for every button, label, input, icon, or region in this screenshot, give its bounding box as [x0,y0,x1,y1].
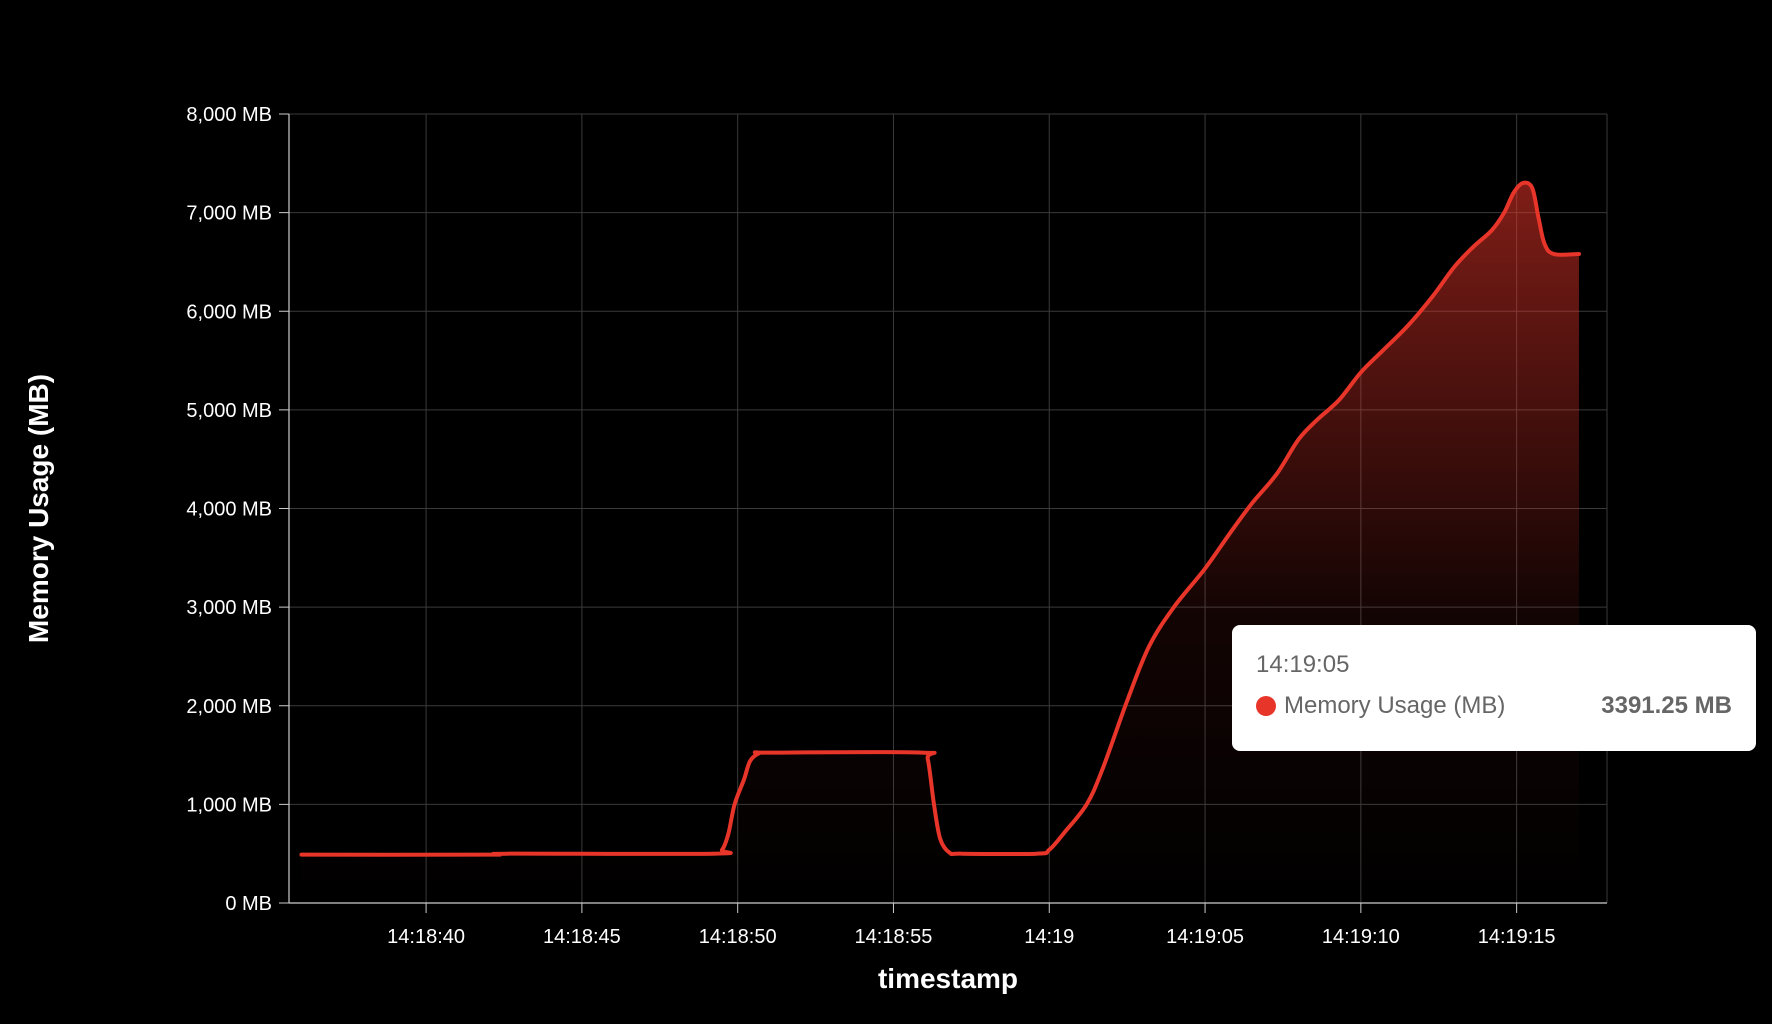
y-tick-label: 8,000 MB [186,104,272,126]
tooltip-series-value: 3391.25 MB [1601,692,1732,719]
y-axis-title: Memory Usage (MB) [23,374,54,643]
x-tick-label: 14:18:50 [699,926,777,948]
series-memory-usage[interactable] [299,180,1581,904]
y-tick-label: 4,000 MB [186,499,272,521]
tooltip-timestamp: 14:19:05 [1256,651,1350,678]
y-tick-label: 0 MB [225,893,272,915]
y-tick-label: 3,000 MB [186,597,272,619]
x-tick-label: 14:18:45 [543,926,621,948]
y-tick-label: 6,000 MB [186,301,272,323]
series-area-fill [301,182,1579,904]
y-tick-label: 2,000 MB [186,696,272,718]
series-line[interactable] [299,180,1581,857]
x-axis-ticks: 14:18:40 14:18:45 14:18:50 14:18:55 14:19 14:… [387,903,1556,948]
x-tick-label: 14:19:10 [1322,926,1400,948]
tooltip-series-row: Memory Usage (MB) 3391.25 MB [1256,694,1732,718]
x-axis-title: timestamp [878,963,1018,994]
y-axis-ticks: 0 MB 1,000 MB 2,000 MB 3,000 MB 4,000 MB 5,00… [186,104,289,915]
x-tick-label: 14:19:05 [1166,926,1244,948]
y-tick-label: 1,000 MB [186,794,272,816]
y-tick-label: 5,000 MB [186,400,272,422]
x-tick-label: 14:19:15 [1478,926,1556,948]
x-tick-label: 14:19 [1024,926,1074,948]
x-tick-label: 14:18:55 [855,926,933,948]
tooltip-series-color-dot [1256,696,1276,716]
x-tick-label: 14:18:40 [387,926,465,948]
tooltip-series-name: Memory Usage (MB) [1284,692,1506,719]
y-tick-label: 7,000 MB [186,203,272,225]
data-tooltip: 14:19:05 Memory Usage (MB) 3391.25 MB [1232,625,1756,751]
